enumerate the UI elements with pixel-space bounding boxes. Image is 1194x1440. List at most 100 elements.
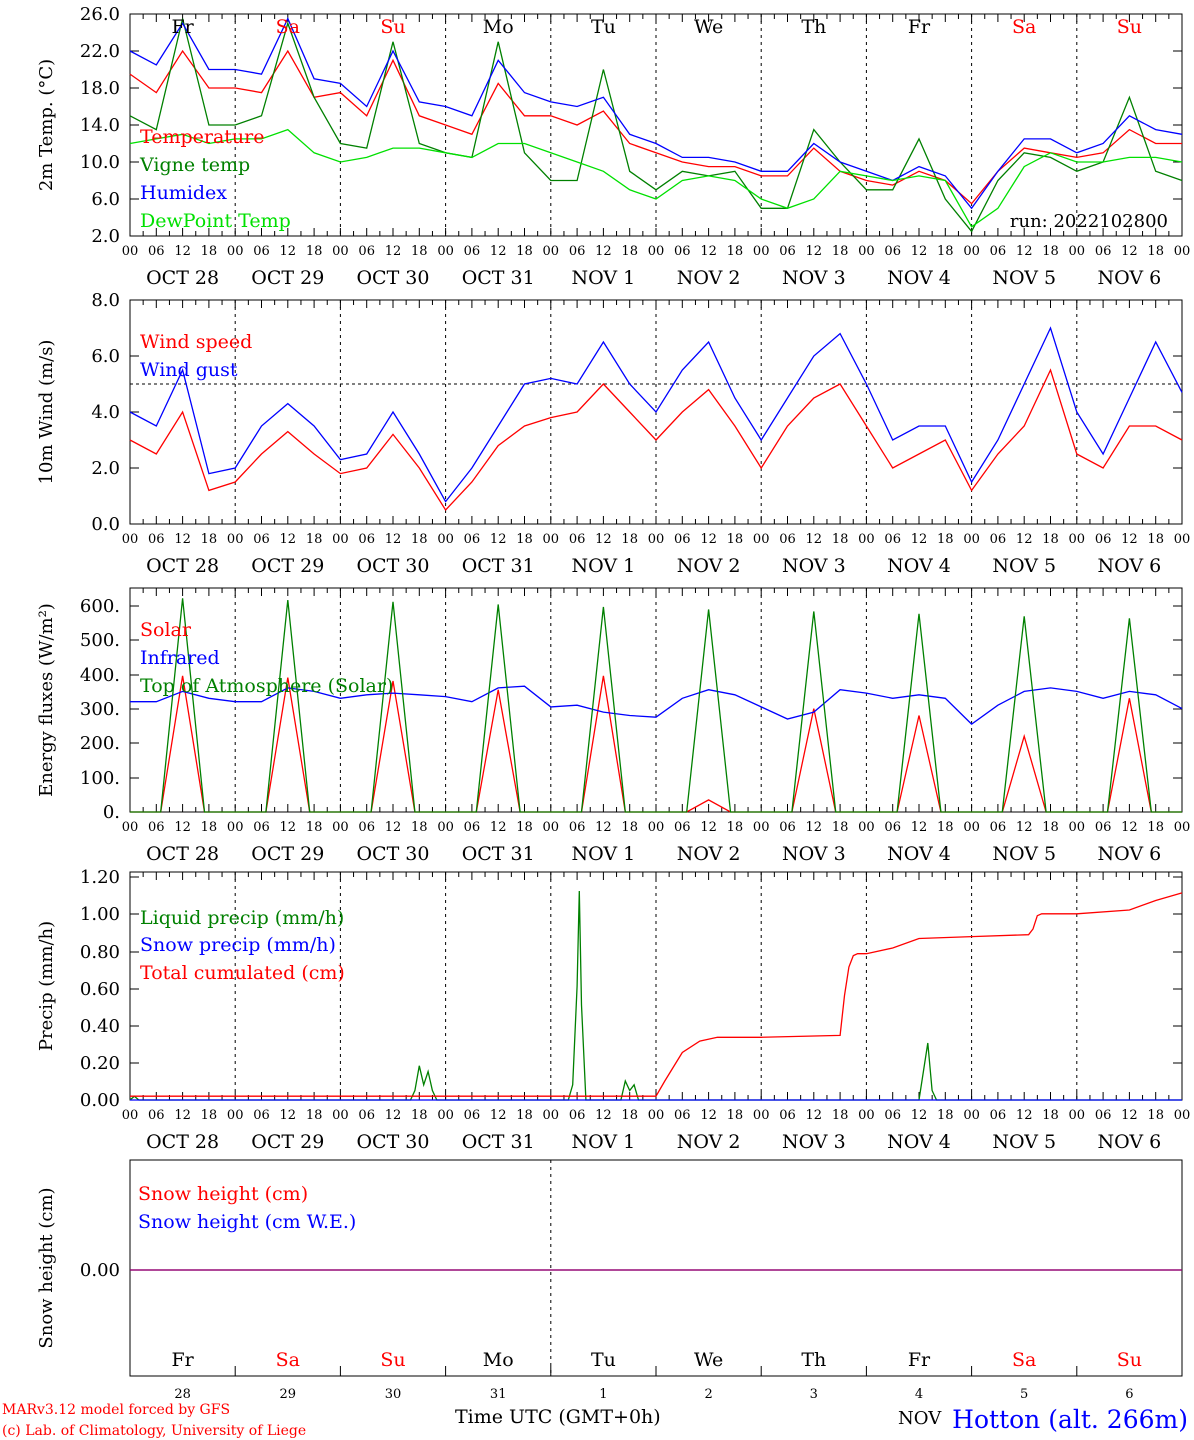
hour-label: 06 xyxy=(148,1108,165,1123)
hour-label: 06 xyxy=(990,532,1007,547)
y-axis-title: 2m Temp. (°C) xyxy=(36,59,57,191)
hour-label: 00 xyxy=(437,532,454,547)
y-tick-label: 0.0 xyxy=(91,514,120,535)
y-tick-label: 4.0 xyxy=(91,402,120,423)
hour-label: 00 xyxy=(858,820,875,835)
series-humidex xyxy=(129,17,1183,210)
date-label: NOV 1 xyxy=(572,555,636,577)
nov-month-label: NOV xyxy=(898,1408,942,1429)
series-wind-speed xyxy=(129,368,1183,512)
series-top-of-atmosphere-solar xyxy=(130,598,1182,813)
legend-entry: Wind gust xyxy=(140,359,238,381)
hour-label: 12 xyxy=(911,244,928,259)
weekday-label: Th xyxy=(801,1349,826,1371)
hour-label: 06 xyxy=(464,244,481,259)
y-tick-label: 14.0 xyxy=(80,115,120,136)
legend-entry: Wind speed xyxy=(140,331,252,353)
weekday-label: Fr xyxy=(171,1349,194,1371)
date-label: NOV 4 xyxy=(887,1131,951,1153)
legend-entry: Top of Atmosphere (Solar) xyxy=(140,675,393,697)
legend-entry: Total cumulated (cm) xyxy=(140,962,345,984)
hour-label: 12 xyxy=(700,820,717,835)
weekday-label: Fr xyxy=(171,16,194,38)
hour-label: 06 xyxy=(884,820,901,835)
hour-label: 18 xyxy=(411,244,428,259)
hour-label: 12 xyxy=(174,820,191,835)
hour-label: 06 xyxy=(674,244,691,259)
hour-label: 12 xyxy=(385,244,402,259)
hour-label: 00 xyxy=(963,532,980,547)
hour-label: 12 xyxy=(595,244,612,259)
hour-label: 00 xyxy=(543,820,560,835)
date-label: NOV 4 xyxy=(887,267,951,289)
y-tick-label: 0.00 xyxy=(80,1260,120,1281)
y-tick-label: 100. xyxy=(80,768,120,789)
series-dewpoint-temp xyxy=(129,128,1183,228)
hour-label: 18 xyxy=(306,532,323,547)
hour-label: 18 xyxy=(306,1108,323,1123)
hour-label: 06 xyxy=(253,820,270,835)
hour-label: 18 xyxy=(621,532,638,547)
hour-label: 00 xyxy=(1069,532,1086,547)
date-label: NOV 4 xyxy=(887,843,951,865)
date-label: NOV 6 xyxy=(1098,267,1162,289)
hour-label: 18 xyxy=(621,1108,638,1123)
date-label: OCT 31 xyxy=(462,267,535,289)
weekday-label: Fr xyxy=(908,16,931,38)
hour-label: 06 xyxy=(358,820,375,835)
day-number: 29 xyxy=(280,1387,297,1402)
weekday-label: Su xyxy=(380,1349,405,1371)
date-label: NOV 3 xyxy=(782,555,846,577)
y-tick-label: 18.0 xyxy=(80,78,120,99)
hour-label: 12 xyxy=(385,820,402,835)
hour-label: 12 xyxy=(1121,244,1138,259)
date-label: OCT 28 xyxy=(146,843,219,865)
hour-label: 00 xyxy=(543,1108,560,1123)
panel-5: 0.00 Snow height (cm) Snow height (cm) Snow… xyxy=(36,1159,1183,1402)
hour-label: 18 xyxy=(1042,1108,1059,1123)
date-label: OCT 29 xyxy=(251,267,324,289)
hour-label: 12 xyxy=(174,244,191,259)
hour-label: 06 xyxy=(1095,820,1112,835)
hour-label: 06 xyxy=(148,820,165,835)
hour-label: 18 xyxy=(516,820,533,835)
hour-label: 12 xyxy=(700,532,717,547)
day-number: 3 xyxy=(810,1387,818,1402)
date-label: OCT 29 xyxy=(251,843,324,865)
hour-label: 18 xyxy=(201,244,218,259)
hour-label: 18 xyxy=(937,820,954,835)
hour-label: 06 xyxy=(779,820,796,835)
legend-entry: Humidex xyxy=(140,182,227,204)
hour-label: 00 xyxy=(1174,820,1191,835)
panel-2: 0.0 2.0 4.0 6.0 8.0 10m Wind (m/s) Wind speed W… xyxy=(36,290,1190,577)
hour-label: 00 xyxy=(332,244,349,259)
hour-label: 18 xyxy=(621,244,638,259)
hour-label: 06 xyxy=(884,532,901,547)
date-label: OCT 28 xyxy=(146,555,219,577)
hour-label: 12 xyxy=(490,532,507,547)
hour-label: 06 xyxy=(674,532,691,547)
hour-label: 18 xyxy=(201,820,218,835)
hour-label: 00 xyxy=(753,1108,770,1123)
hour-label: 00 xyxy=(437,1108,454,1123)
y-tick-label: 6.0 xyxy=(91,346,120,367)
hour-label: 18 xyxy=(516,532,533,547)
y-tick-label: 0. xyxy=(103,802,120,823)
hour-label: 06 xyxy=(1095,244,1112,259)
series-infrared xyxy=(130,685,1183,725)
hour-label: 12 xyxy=(595,1108,612,1123)
lab-credit: (c) Lab. of Climatology, University of L… xyxy=(2,1423,306,1439)
legend-entry: Infrared xyxy=(140,647,220,669)
weekday-label: Sa xyxy=(1012,16,1036,38)
hour-label: 00 xyxy=(648,244,665,259)
hour-label: 12 xyxy=(280,532,297,547)
day-number: 5 xyxy=(1020,1387,1028,1402)
hour-label: 12 xyxy=(1121,1108,1138,1123)
day-number: 1 xyxy=(599,1387,607,1402)
hour-label: 06 xyxy=(464,820,481,835)
hour-label: 18 xyxy=(201,1108,218,1123)
footer: Time UTC (GMT+0h) MARv3.12 model forced … xyxy=(2,1402,1188,1439)
hour-label: 00 xyxy=(753,532,770,547)
hour-label: 00 xyxy=(122,1108,139,1123)
hour-label: 18 xyxy=(306,244,323,259)
